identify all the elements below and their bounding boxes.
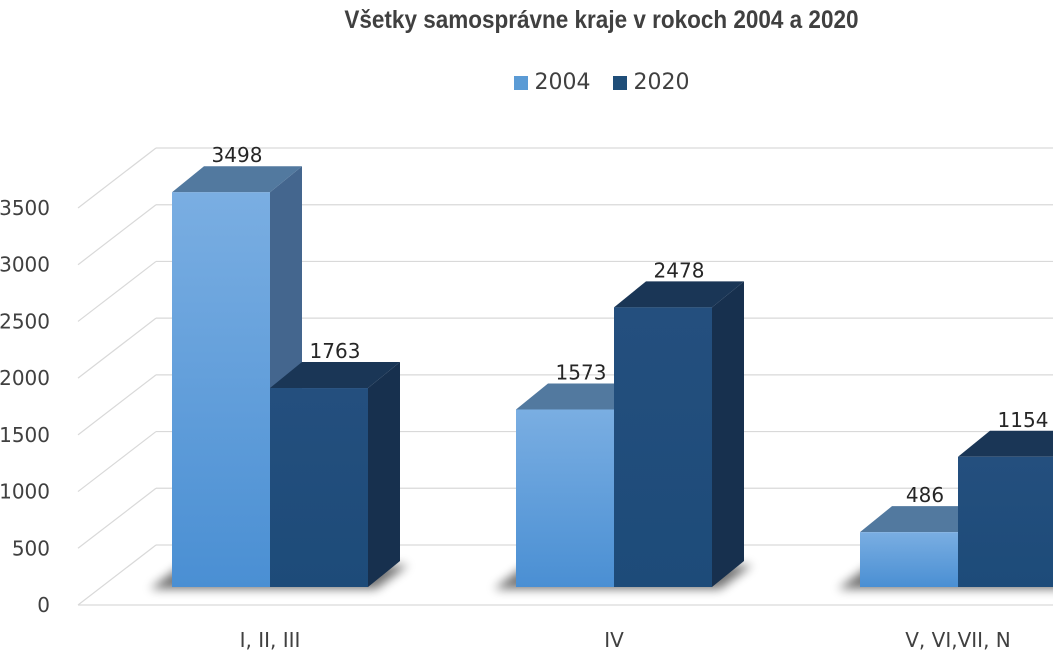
x-tick-label: IV	[604, 628, 624, 652]
bar-top	[172, 166, 302, 193]
bar-top	[860, 506, 990, 533]
data-label: 1154	[998, 408, 1049, 432]
y-tick-label: 1000	[0, 480, 50, 504]
gridline-diag	[77, 374, 157, 436]
x-tick-label: I, II, III	[240, 628, 301, 652]
bar-top	[516, 383, 646, 410]
legend-item-2004: 2004	[513, 70, 591, 95]
x-tick-label: V, VI,VII, N	[905, 628, 1011, 652]
gridline-diag	[77, 544, 157, 606]
y-tick-label: 2000	[0, 366, 50, 390]
data-label: 2478	[654, 258, 705, 282]
legend-label-2020: 2020	[633, 70, 690, 95]
gridline-diag	[77, 317, 157, 379]
chart-title: Všetky samosprávne kraje v rokoch 2004 a…	[344, 6, 859, 34]
data-label: 1573	[556, 360, 607, 384]
bar-top	[958, 430, 1053, 457]
legend-swatch-2004	[513, 75, 528, 90]
y-tick-label: 500	[12, 536, 50, 560]
bar-2020-1	[614, 307, 712, 587]
bar-2004-0	[172, 192, 270, 587]
legend: 2004 2020	[0, 70, 1053, 95]
data-label: 3498	[212, 143, 263, 167]
bar-side	[368, 362, 400, 587]
bar-2004-1	[516, 409, 614, 587]
gridline-diag	[77, 260, 157, 322]
legend-label-2004: 2004	[534, 70, 591, 95]
bar-top	[614, 281, 744, 308]
bar-2004-2	[860, 532, 958, 587]
y-tick-label: 2500	[0, 309, 50, 333]
y-tick-label: 0	[37, 593, 50, 617]
data-label: 486	[906, 483, 944, 507]
gridline-diag	[77, 147, 157, 209]
y-tick-label: 1500	[0, 423, 50, 447]
bar-side	[712, 281, 744, 587]
gridline-diag	[77, 204, 157, 266]
legend-swatch-2020	[612, 75, 627, 90]
y-tick-label: 3000	[0, 253, 50, 277]
bar-top	[270, 362, 400, 389]
gridline-diag	[77, 487, 157, 549]
bar-2020-0	[270, 388, 368, 587]
y-tick-label: 3500	[0, 196, 50, 220]
bar-2020-2	[958, 456, 1053, 587]
data-label: 1763	[310, 339, 361, 363]
legend-item-2020: 2020	[612, 70, 690, 95]
gridline-diag	[77, 431, 157, 493]
